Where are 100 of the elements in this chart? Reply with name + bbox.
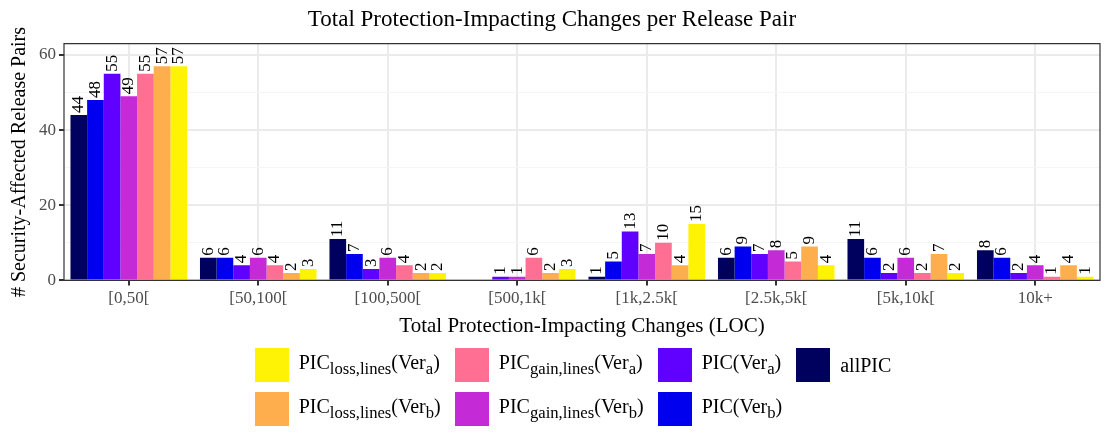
data-label: 4 [264, 254, 284, 264]
data-label: 6 [197, 247, 217, 256]
data-label: 2 [945, 262, 965, 271]
data-label: 3 [360, 258, 380, 268]
data-label: 6 [715, 247, 735, 256]
bar [233, 265, 250, 280]
y-axis-title: # Security-Affected Release Pairs [7, 26, 31, 298]
bar [396, 265, 413, 280]
legend-label: PIC(Ver$_{a}$) [701, 351, 782, 379]
bar [346, 254, 363, 280]
data-label: 11 [327, 220, 347, 238]
bar [153, 66, 171, 280]
data-label: 15 [686, 205, 706, 223]
data-label: 5 [782, 251, 802, 260]
bar [87, 99, 104, 280]
y-tick-label: 60 [39, 44, 56, 64]
bar [734, 246, 752, 280]
bar [1060, 265, 1077, 280]
legend-label: PIC$_{loss,lines}$(Ver$_{a}$) [298, 351, 440, 379]
bar [605, 261, 622, 280]
x-tick-label: [500,1k[ [488, 288, 547, 308]
bar [751, 254, 768, 280]
bar [1026, 265, 1044, 280]
bar [817, 265, 835, 280]
bar [993, 257, 1011, 280]
bar [688, 224, 706, 280]
data-label: 2 [410, 262, 430, 271]
x-axis-title: Total Protection-Impacting Changes (LOC) [399, 312, 765, 337]
y-tick-label: 40 [39, 119, 56, 139]
data-label: 2 [911, 262, 931, 271]
legend-label: PIC(Ver$_{b}$) [701, 395, 783, 423]
data-label: 6 [247, 247, 267, 256]
legend-label: PIC$_{gain,lines}$(Ver$_{a}$) [498, 351, 643, 379]
y-tick-label: 0 [47, 269, 56, 289]
bar [249, 257, 267, 280]
data-label: 4 [669, 254, 689, 264]
data-label: 1 [1074, 266, 1094, 275]
data-label: 10 [652, 223, 672, 241]
x-tick-label: [1k,2.5k[ [615, 288, 679, 308]
x-tick-label: [0,50[ [108, 288, 150, 308]
data-label: 7 [928, 243, 948, 253]
bar [847, 239, 865, 280]
bar [784, 261, 802, 280]
y-tick-label: 20 [39, 194, 56, 214]
data-label: 55 [101, 54, 121, 72]
data-label: 4 [1024, 254, 1044, 264]
x-tick-label: [5k,10k[ [876, 288, 936, 308]
data-label: 11 [845, 220, 865, 238]
data-label: 1 [1041, 266, 1061, 275]
data-label: 4 [393, 254, 413, 264]
data-label: 55 [134, 54, 154, 72]
bar [70, 115, 88, 280]
bar [864, 257, 881, 280]
data-label: 5 [602, 251, 622, 260]
bar [914, 272, 931, 280]
data-label: 48 [84, 80, 104, 98]
data-label: 57 [151, 46, 171, 65]
data-label: 4 [815, 254, 835, 264]
bar [137, 73, 154, 280]
data-label: 4 [1058, 254, 1078, 264]
bar [199, 257, 217, 280]
data-label: 6 [214, 247, 234, 256]
bar [1010, 272, 1027, 280]
chart-title: Total Protection-Impacting Changes per Release Pair [307, 5, 797, 31]
data-label: 13 [619, 212, 639, 230]
data-label: 2 [878, 262, 898, 271]
data-label: 9 [799, 236, 819, 245]
bar [801, 246, 818, 280]
data-label: 6 [861, 247, 881, 256]
data-label: 4 [231, 254, 251, 264]
bar [947, 272, 965, 280]
bar [671, 265, 689, 280]
bar [103, 73, 121, 280]
bar [170, 66, 188, 280]
x-tick-label: 10k+ [1017, 288, 1053, 308]
bar [621, 231, 639, 280]
bar [283, 272, 300, 280]
data-label: 9 [732, 236, 752, 245]
x-tick-label: [2.5k,5k[ [745, 288, 808, 308]
data-label: 7 [636, 243, 656, 253]
legend-label: PIC$_{loss,lines}$(Ver$_{b}$) [298, 395, 441, 423]
bar [655, 242, 672, 280]
data-label: 6 [377, 247, 397, 256]
bar [329, 239, 347, 280]
data-label: 7 [343, 243, 363, 253]
legend-label: allPIC [840, 353, 892, 377]
data-label: 1 [586, 266, 606, 275]
bar [266, 265, 284, 280]
data-label: 2 [1008, 262, 1028, 271]
data-label: 6 [895, 247, 915, 256]
data-label: 6 [523, 247, 543, 256]
bar [976, 250, 994, 280]
bar [717, 257, 735, 280]
bar [379, 257, 397, 280]
data-label: 2 [427, 262, 447, 271]
data-label: 8 [974, 239, 994, 249]
bar [120, 96, 138, 280]
legend-label: PIC$_{gain,lines}$(Ver$_{b}$) [498, 395, 644, 423]
data-label: 57 [168, 46, 188, 65]
bar [299, 269, 317, 280]
